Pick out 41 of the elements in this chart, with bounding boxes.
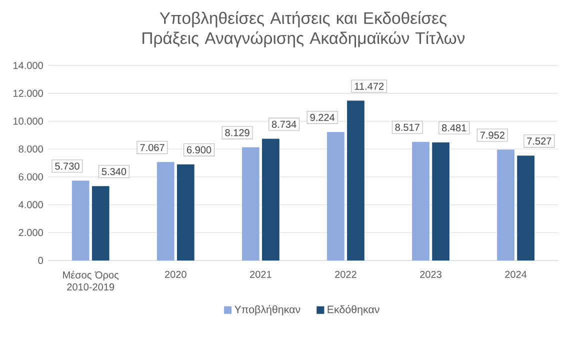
chart-title: Υποβληθείσες Αιτήσεις και Εκδοθείσες Πράξεις Αναγνώρισης Ακαδημαϊκών Τίτλων [142, 11, 465, 48]
data-label: 11.472 [354, 82, 384, 90]
data-label: 8.517 [395, 124, 420, 131]
bar [497, 150, 514, 260]
bar [156, 162, 174, 260]
data-label: 7.527 [527, 137, 552, 145]
x-tick-label: 2024 [505, 270, 527, 278]
y-tick-label: 14.000 [13, 62, 43, 69]
data-label: 6.900 [186, 146, 212, 154]
data-label: 8.129 [225, 129, 250, 136]
bar [432, 142, 450, 260]
bar [176, 164, 194, 260]
x-tick-label: 2023 [420, 270, 442, 278]
y-tick-label: 2.000 [18, 228, 43, 236]
data-label: 9.224 [310, 114, 335, 121]
bar [262, 138, 280, 260]
y-tick-label: 0 [38, 256, 43, 264]
legend-label: Εκδόθηκαν [328, 304, 380, 316]
bar [517, 155, 534, 260]
data-label: 5.340 [102, 168, 126, 175]
data-label: 7.952 [480, 132, 504, 139]
x-tick-label: 2022 [335, 270, 356, 278]
data-label: 5.730 [55, 162, 80, 170]
x-tick-label: Μέσος Όρος 2010-2019 [63, 270, 119, 290]
data-label: 7.067 [140, 144, 164, 151]
bar [412, 142, 430, 260]
x-tick-label: 2021 [250, 270, 272, 278]
y-tick-label: 4.000 [18, 201, 43, 208]
y-tick-label: 6.000 [18, 173, 43, 180]
legend-label: Υποβλήθηκαν [234, 304, 300, 316]
bar [72, 180, 90, 260]
y-tick-label: 10.000 [13, 117, 43, 125]
bar [347, 100, 364, 260]
x-tick-label: 2020 [165, 270, 186, 278]
data-label: 8.734 [272, 120, 296, 128]
y-tick-label: 12.000 [13, 90, 43, 97]
bar [92, 186, 110, 260]
y-tick-label: 8.000 [18, 145, 43, 152]
data-label: 8.481 [442, 124, 466, 132]
bar [327, 132, 344, 260]
bar [242, 147, 260, 260]
